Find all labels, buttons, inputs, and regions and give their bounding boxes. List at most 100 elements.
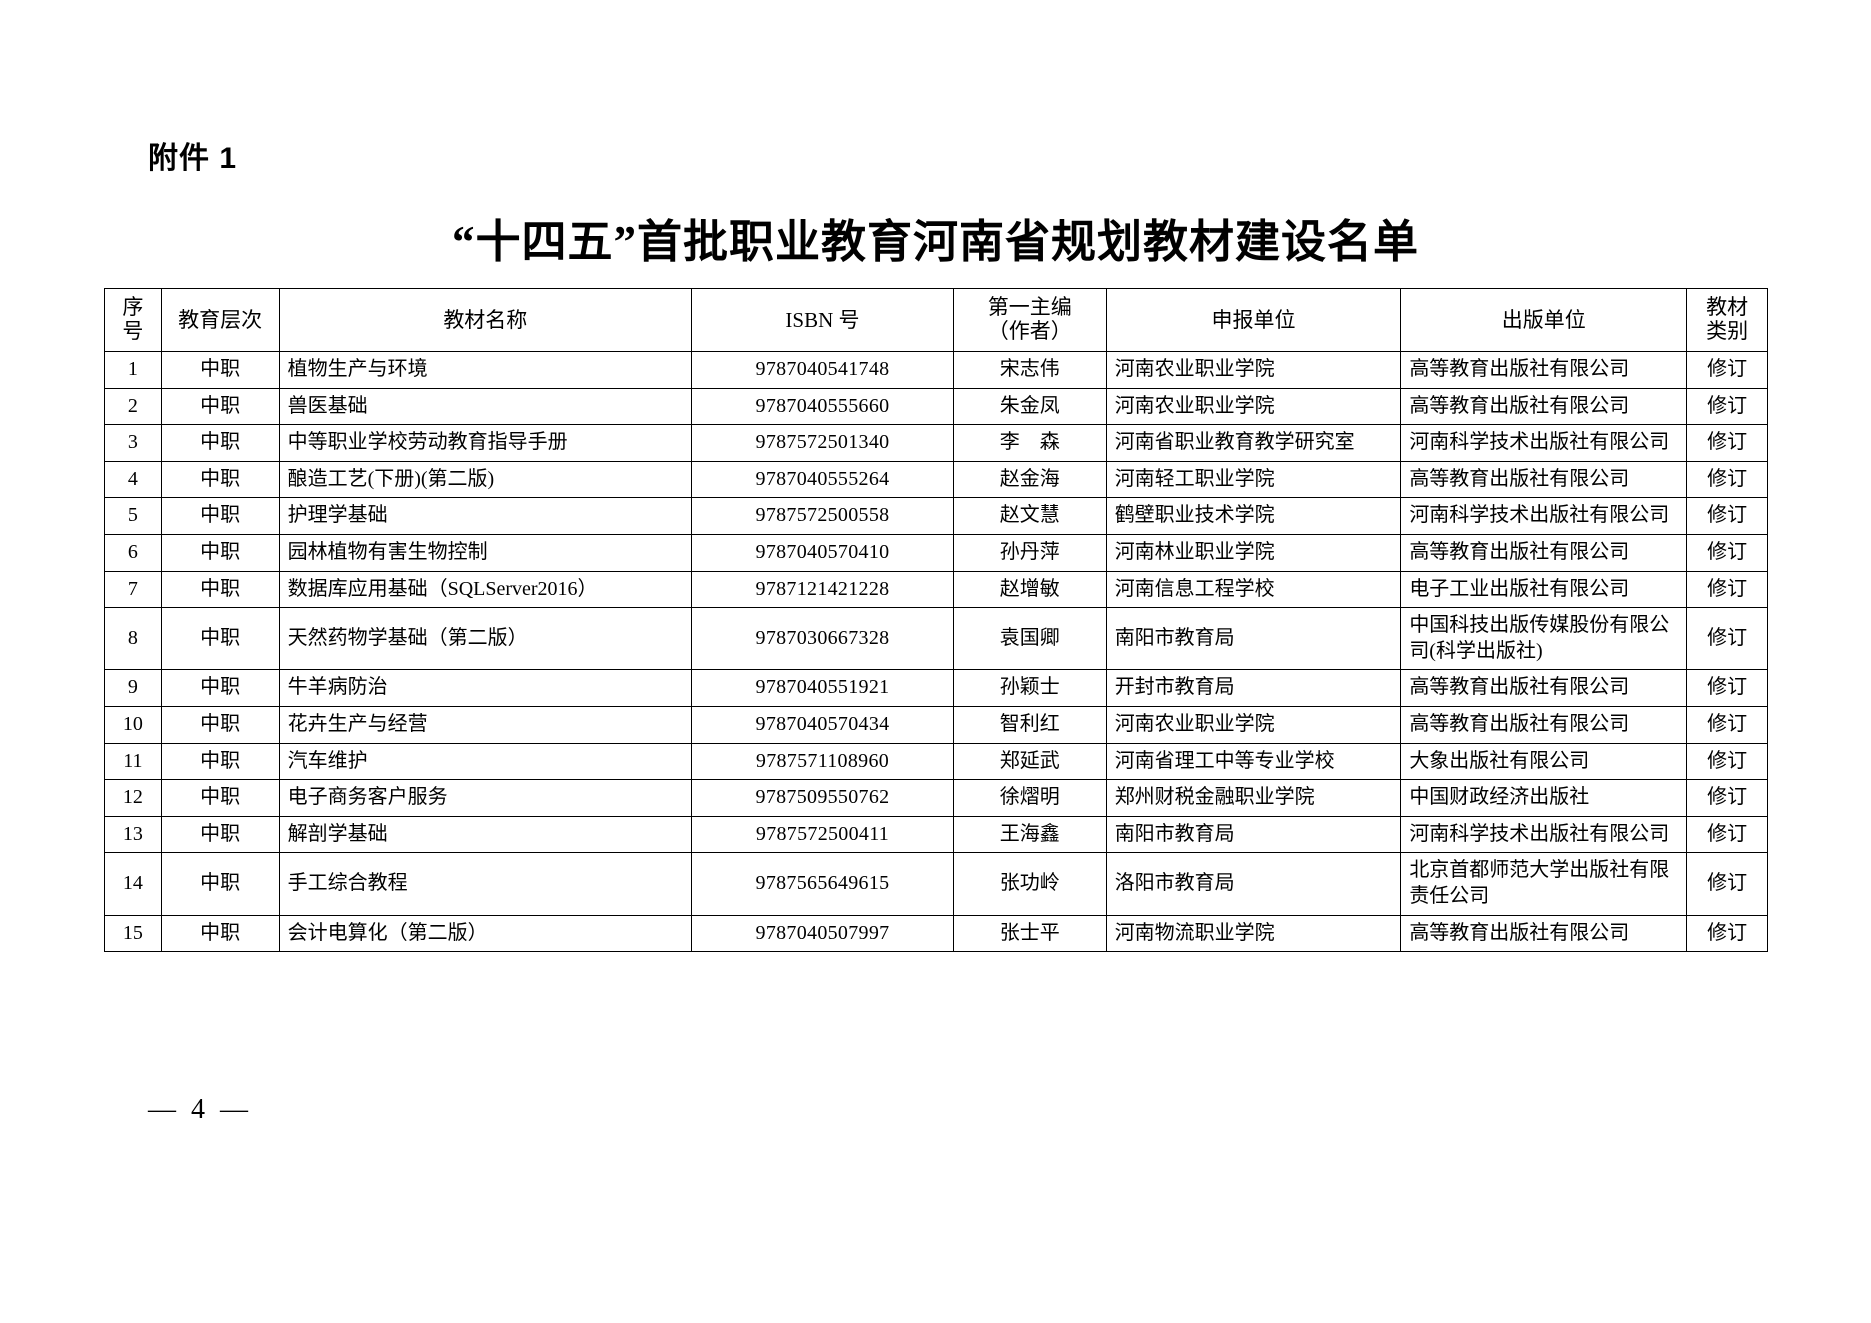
table-body: 1 中职 植物生产与环境 9787040541748 宋志伟 河南农业职业学院 高等教育出版… <box>104 351 1768 953</box>
cell-no: 8 <box>104 607 162 671</box>
cell-author: 朱金凤 <box>952 387 1107 426</box>
table-row: 14 中职 手工综合教程 9787565649615 张功岭 洛阳市教育局 北京首都师范大学… <box>104 852 1768 916</box>
cell-applicant: 郑州财税金融职业学院 <box>1105 779 1402 817</box>
cell-no: 14 <box>104 852 162 916</box>
cell-publisher: 河南科学技术出版社有限公司 <box>1400 815 1688 854</box>
column-header-author: 第一主编 （作者） <box>952 288 1107 352</box>
cell-material-name: 手工综合教程 <box>278 852 693 916</box>
table-row: 13 中职 解剖学基础 9787572500411 王海鑫 南阳市教育局 河南科学技术出版社… <box>104 815 1768 854</box>
column-header-publisher: 出版单位 <box>1400 288 1688 352</box>
page-title: “十四五”首批职业教育河南省规划教材建设名单 <box>451 217 1419 267</box>
cell-material-name: 天然药物学基础（第二版） <box>278 607 693 671</box>
table-row: 9 中职 牛羊病防治 9787040551921 孙颖士 开封市教育局 高等教育出版社有限公… <box>104 669 1768 707</box>
table-row: 12 中职 电子商务客户服务 9787509550762 徐熠明 郑州财税金融职业学院 中国… <box>104 779 1768 817</box>
column-header-isbn: ISBN 号 <box>691 288 954 352</box>
cell-author: 王海鑫 <box>952 815 1107 854</box>
cell-material-name: 花卉生产与经营 <box>278 705 693 744</box>
cell-no: 13 <box>104 815 162 854</box>
cell-applicant: 河南物流职业学院 <box>1105 914 1402 953</box>
column-header-no: 序 号 <box>104 288 162 352</box>
cell-isbn: 9787572500411 <box>691 815 954 854</box>
column-header-author-line2: （作者） <box>987 319 1072 343</box>
table-row: 1 中职 植物生产与环境 9787040541748 宋志伟 河南农业职业学院 高等教育出版… <box>104 351 1768 389</box>
cell-publisher: 高等教育出版社有限公司 <box>1400 914 1688 953</box>
cell-no: 2 <box>104 387 162 426</box>
cell-education-level: 中职 <box>160 742 280 781</box>
cell-applicant: 河南省职业教育教学研究室 <box>1105 424 1402 462</box>
cell-material-type: 修订 <box>1686 914 1768 953</box>
cell-publisher: 高等教育出版社有限公司 <box>1400 387 1688 426</box>
column-header-material-type-line1: 教材 <box>1706 295 1749 320</box>
cell-material-type: 修订 <box>1686 533 1768 572</box>
cell-education-level: 中职 <box>160 705 280 744</box>
table-row: 5 中职 护理学基础 9787572500558 赵文慧 鹤壁职业技术学院 河南科学技术出版… <box>104 497 1768 535</box>
cell-author: 孙颖士 <box>952 669 1107 707</box>
cell-material-name: 兽医基础 <box>278 387 693 426</box>
cell-no: 4 <box>104 460 162 499</box>
cell-publisher: 高等教育出版社有限公司 <box>1400 705 1688 744</box>
cell-education-level: 中职 <box>160 852 280 916</box>
column-header-material-type-line2: 类别 <box>1706 319 1749 343</box>
cell-material-type: 修订 <box>1686 742 1768 781</box>
column-header-education-level: 教育层次 <box>160 288 280 352</box>
materials-table: 序 号 教育层次 教材名称 ISBN 号 第一主编 （作者） 申报单位 出版单位… <box>104 288 1768 953</box>
cell-no: 3 <box>104 424 162 462</box>
cell-isbn: 9787565649615 <box>691 852 954 916</box>
cell-publisher: 河南科学技术出版社有限公司 <box>1400 424 1688 462</box>
cell-material-type: 修订 <box>1686 351 1768 389</box>
cell-applicant: 南阳市教育局 <box>1105 607 1402 671</box>
cell-material-type: 修订 <box>1686 387 1768 426</box>
table-row: 3 中职 中等职业学校劳动教育指导手册 9787572501340 李 森河南省职业教育… <box>104 424 1768 462</box>
cell-education-level: 中职 <box>160 460 280 499</box>
column-header-no-line1: 序 <box>122 295 144 320</box>
column-header-material-type: 教材 类别 <box>1686 288 1768 352</box>
table-row: 10 中职 花卉生产与经营 9787040570434 智利红 河南农业职业学院 高等教育出… <box>104 705 1768 744</box>
table-row: 8 中职 天然药物学基础（第二版） 9787030667328 袁国卿 南阳市教育局 中国科… <box>104 607 1768 671</box>
cell-publisher: 中国财政经济出版社 <box>1400 779 1688 817</box>
table-row: 11 中职 汽车维护 9787571108960 郑延武 河南省理工中等专业学校 大象出版社… <box>104 742 1768 781</box>
cell-author: 李 森 <box>952 424 1107 462</box>
table-row: 7 中职 数据库应用基础（SQLServer2016） 9787121421228 赵增… <box>104 570 1768 609</box>
cell-material-name: 酿造工艺(下册)(第二版) <box>278 460 693 499</box>
cell-no: 11 <box>104 742 162 781</box>
cell-author: 孙丹萍 <box>952 533 1107 572</box>
cell-applicant: 河南农业职业学院 <box>1105 351 1402 389</box>
cell-author: 张功岭 <box>952 852 1107 916</box>
attachment-label: 附件 1 <box>148 142 238 175</box>
cell-publisher: 中国科技出版传媒股份有限公司(科学出版社) <box>1400 607 1688 671</box>
cell-no: 7 <box>104 570 162 609</box>
cell-no: 9 <box>104 669 162 707</box>
cell-material-name: 园林植物有害生物控制 <box>278 533 693 572</box>
cell-material-type: 修订 <box>1686 705 1768 744</box>
cell-isbn: 9787040570434 <box>691 705 954 744</box>
cell-publisher: 河南科学技术出版社有限公司 <box>1400 497 1688 535</box>
cell-material-name: 护理学基础 <box>278 497 693 535</box>
cell-isbn: 9787572500558 <box>691 497 954 535</box>
cell-isbn: 9787040507997 <box>691 914 954 953</box>
cell-applicant: 河南信息工程学校 <box>1105 570 1402 609</box>
cell-isbn: 9787040555660 <box>691 387 954 426</box>
cell-author: 赵文慧 <box>952 497 1107 535</box>
cell-publisher: 高等教育出版社有限公司 <box>1400 533 1688 572</box>
table-header: 序 号 教育层次 教材名称 ISBN 号 第一主编 （作者） 申报单位 出版单位… <box>104 288 1768 352</box>
cell-material-type: 修订 <box>1686 570 1768 609</box>
cell-isbn: 9787040541748 <box>691 351 954 389</box>
table-header-row: 序 号 教育层次 教材名称 ISBN 号 第一主编 （作者） 申报单位 出版单位… <box>104 288 1768 352</box>
cell-education-level: 中职 <box>160 815 280 854</box>
cell-no: 1 <box>104 351 162 389</box>
cell-author: 张士平 <box>952 914 1107 953</box>
cell-education-level: 中职 <box>160 914 280 953</box>
cell-material-type: 修订 <box>1686 852 1768 916</box>
cell-author: 赵金海 <box>952 460 1107 499</box>
cell-material-type: 修订 <box>1686 424 1768 462</box>
cell-material-type: 修订 <box>1686 497 1768 535</box>
cell-material-type: 修订 <box>1686 669 1768 707</box>
cell-material-type: 修订 <box>1686 460 1768 499</box>
cell-material-name: 数据库应用基础（SQLServer2016） <box>278 570 693 609</box>
cell-education-level: 中职 <box>160 607 280 671</box>
cell-publisher: 高等教育出版社有限公司 <box>1400 669 1688 707</box>
materials-table-container: 序 号 教育层次 教材名称 ISBN 号 第一主编 （作者） 申报单位 出版单位… <box>104 288 1768 953</box>
cell-material-name: 汽车维护 <box>278 742 693 781</box>
cell-material-name: 牛羊病防治 <box>278 669 693 707</box>
cell-applicant: 开封市教育局 <box>1105 669 1402 707</box>
